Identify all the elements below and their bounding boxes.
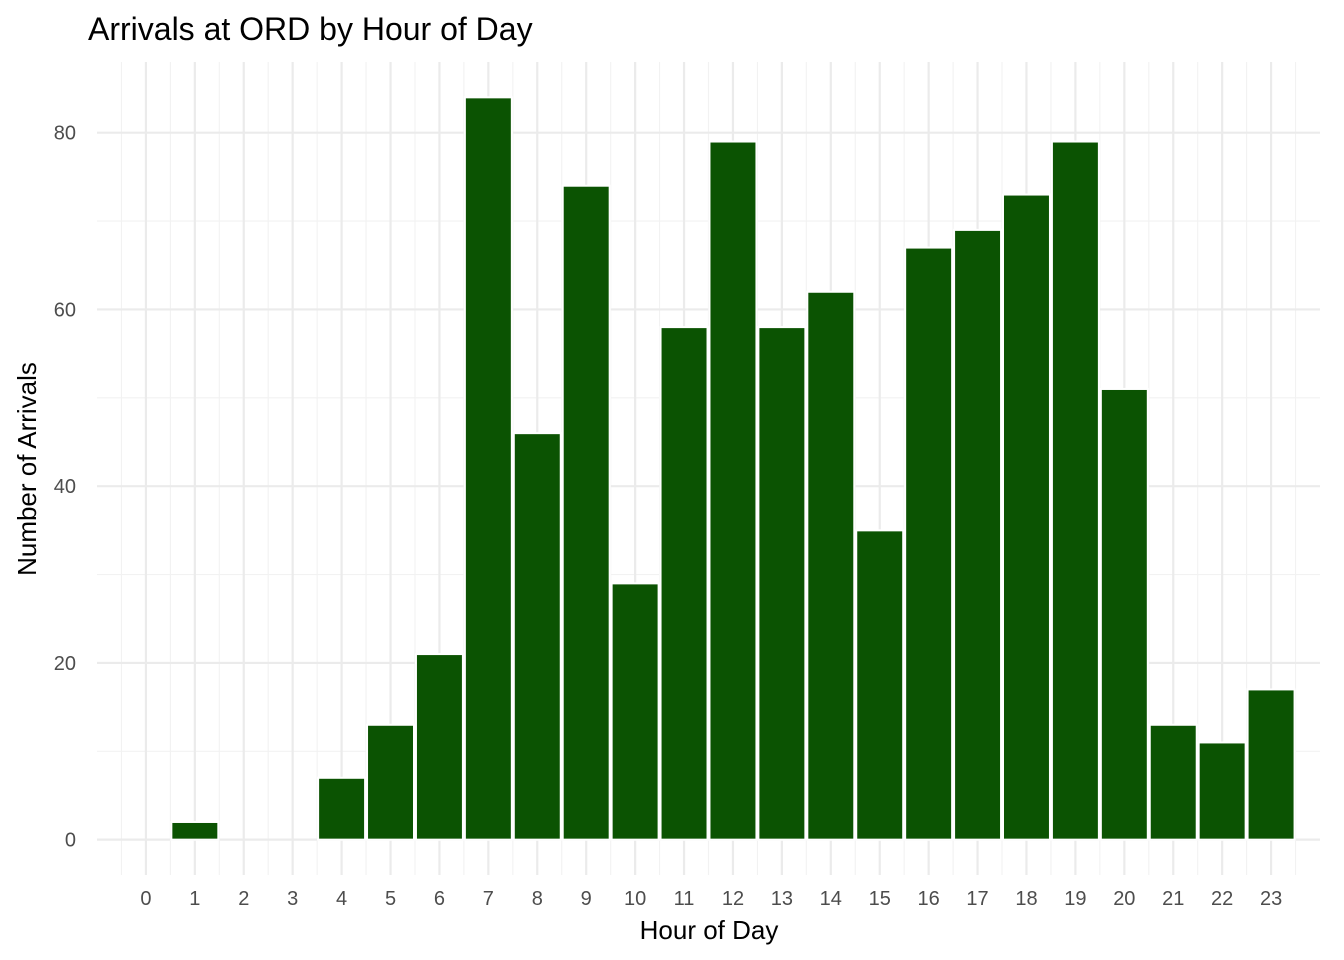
x-tick-label: 2	[238, 888, 249, 910]
x-tick-label: 19	[1064, 888, 1086, 910]
bar-hour-9	[561, 184, 611, 841]
x-tick-label: 23	[1260, 888, 1282, 910]
bars	[170, 96, 1296, 841]
x-tick-label: 10	[624, 888, 646, 910]
x-tick-label: 13	[771, 888, 793, 910]
x-tick-labels: 0 1 2 3 4 5 6 7 8 9 10 11 12 13 14 15 16 17 18 19 20 21 22 23	[140, 888, 1282, 910]
bar-hour-21	[1148, 723, 1198, 841]
bar-hour-7	[463, 96, 513, 841]
x-tick-label: 11	[674, 888, 695, 910]
bar-hour-8	[512, 432, 562, 841]
y-tick-label: 0	[65, 830, 76, 852]
y-tick-label: 80	[54, 123, 76, 145]
y-axis-title: Number of Arrivals	[12, 362, 42, 576]
bar-hour-4	[317, 776, 367, 841]
bar-hour-12	[708, 140, 758, 841]
x-tick-label: 18	[1015, 888, 1037, 910]
bar-hour-20	[1099, 387, 1149, 841]
x-axis-title: Hour of Day	[640, 915, 779, 945]
x-tick-label: 3	[287, 888, 298, 910]
x-tick-label: 1	[189, 888, 200, 910]
bar-hour-15	[855, 529, 905, 841]
bar-hour-1	[170, 820, 220, 841]
bar-hour-22	[1197, 741, 1247, 841]
x-tick-label: 15	[869, 888, 891, 910]
x-tick-label: 5	[385, 888, 396, 910]
y-tick-labels: 0 20 40 60 80	[54, 123, 76, 852]
x-tick-label: 9	[581, 888, 592, 910]
x-tick-label: 22	[1211, 888, 1233, 910]
x-tick-label: 0	[140, 888, 151, 910]
y-tick-label: 60	[54, 299, 76, 321]
bar-hour-18	[1001, 193, 1051, 841]
bar-hour-23	[1246, 688, 1296, 841]
x-tick-label: 4	[336, 888, 347, 910]
bar-hour-11	[659, 326, 709, 841]
x-tick-label: 8	[532, 888, 543, 910]
x-tick-label: 20	[1113, 888, 1135, 910]
x-tick-label: 21	[1162, 888, 1184, 910]
bar-hour-19	[1050, 140, 1100, 841]
bar-hour-5	[366, 723, 416, 841]
x-tick-label: 12	[722, 888, 744, 910]
y-tick-label: 40	[54, 476, 76, 498]
x-tick-label: 6	[434, 888, 445, 910]
bar-hour-16	[904, 246, 954, 841]
chart-title: Arrivals at ORD by Hour of Day	[88, 11, 533, 47]
bar-hour-10	[610, 582, 660, 841]
y-tick-label: 20	[54, 653, 76, 675]
x-tick-label: 14	[820, 888, 842, 910]
bar-hour-13	[757, 326, 807, 841]
bar-hour-6	[414, 653, 464, 841]
bar-hour-14	[806, 290, 856, 841]
x-tick-label: 7	[483, 888, 494, 910]
bar-hour-17	[953, 228, 1003, 841]
x-tick-label: 17	[966, 888, 988, 910]
x-tick-label: 16	[918, 888, 940, 910]
